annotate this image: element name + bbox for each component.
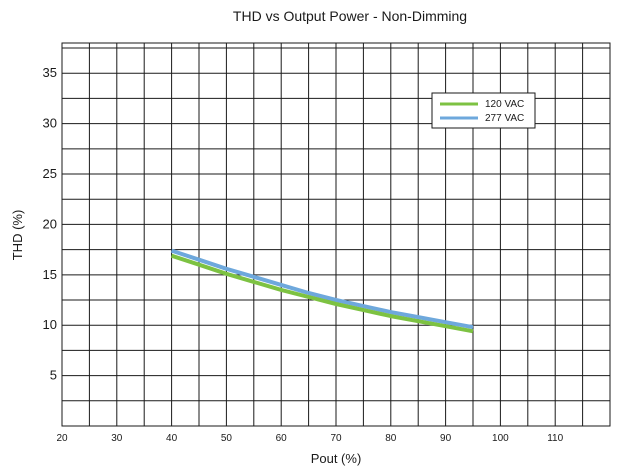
x-tick-label: 110 bbox=[547, 433, 563, 444]
series-lines bbox=[170, 248, 474, 334]
y-tick-label: 5 bbox=[50, 368, 57, 383]
y-axis-label: THD (%) bbox=[10, 210, 25, 261]
x-tick-label: 30 bbox=[111, 433, 123, 444]
x-tick-label: 90 bbox=[440, 433, 452, 444]
legend-box bbox=[431, 92, 536, 129]
series-line-277-vac bbox=[170, 248, 474, 330]
y-tick-labels: 5 10 15 20 25 30 35 bbox=[43, 65, 57, 382]
legend-label-120-vac: 120 VAC bbox=[485, 99, 524, 110]
x-tick-label: 60 bbox=[276, 433, 288, 444]
x-tick-label: 100 bbox=[492, 433, 509, 444]
legend: 120 VAC 277 VAC bbox=[431, 92, 536, 129]
y-tick-label: 10 bbox=[43, 317, 57, 332]
y-tick-label: 20 bbox=[43, 216, 57, 231]
y-tick-label: 35 bbox=[43, 65, 57, 80]
y-tick-label: 30 bbox=[43, 116, 57, 131]
chart-title: THD vs Output Power - Non-Dimming bbox=[233, 8, 467, 24]
y-tick-label: 15 bbox=[43, 267, 57, 282]
x-tick-label: 70 bbox=[330, 433, 342, 444]
x-tick-label: 20 bbox=[56, 433, 68, 444]
legend-label-277-vac: 277 VAC bbox=[485, 113, 524, 124]
x-tick-labels: 20 30 40 50 60 70 80 90 100 110 bbox=[56, 433, 563, 444]
y-tick-label: 25 bbox=[43, 166, 57, 181]
grid bbox=[62, 43, 610, 426]
x-tick-label: 80 bbox=[385, 433, 397, 444]
x-tick-label: 40 bbox=[166, 433, 178, 444]
x-axis-label: Pout (%) bbox=[311, 451, 362, 466]
x-tick-label: 50 bbox=[221, 433, 233, 444]
series-line-120-vac bbox=[170, 253, 474, 334]
plot-frame bbox=[61, 42, 611, 427]
